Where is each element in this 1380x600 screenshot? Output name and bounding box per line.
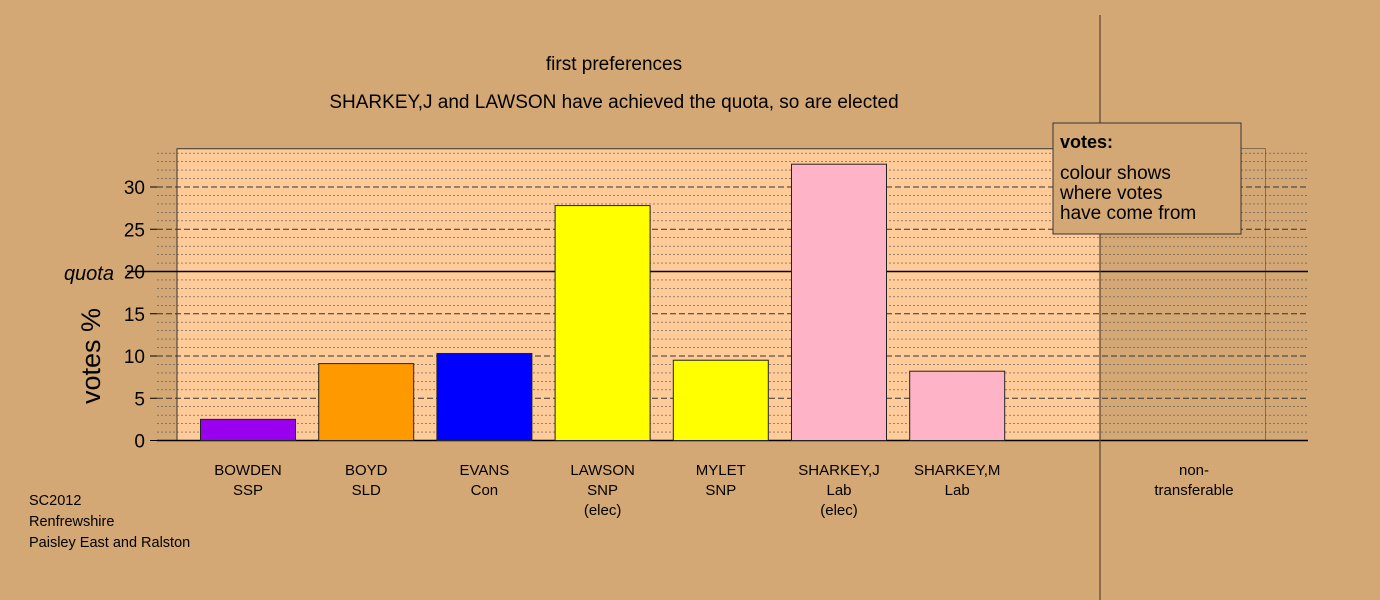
y-tick-label: 10 — [124, 347, 145, 368]
bar — [672, 359, 769, 442]
category-label: BOYD — [345, 462, 388, 479]
nontransferable-label: non- — [1179, 462, 1209, 479]
category-label: SLD — [352, 482, 381, 499]
category-label: EVANS — [460, 462, 510, 479]
category-label: BOWDEN — [214, 462, 282, 479]
y-tick-label: 20 — [124, 263, 145, 284]
y-tick-label: 0 — [134, 432, 145, 453]
y-axis-title: votes % — [76, 308, 106, 404]
footer-line: SC2012 — [29, 493, 82, 509]
category-label: Con — [471, 482, 499, 499]
legend-line: have come from — [1060, 203, 1196, 224]
bar — [554, 205, 651, 441]
category-label: (elec) — [584, 502, 622, 519]
category-label: SSP — [233, 482, 263, 499]
category-label: SNP — [705, 482, 736, 499]
footer-line: Renfrewshire — [29, 514, 115, 530]
chart-subtitle: SHARKEY,J and LAWSON have achieved the q… — [329, 92, 898, 113]
bar — [200, 418, 296, 441]
category-label: SHARKEY,J — [798, 462, 879, 479]
footer-line: Paisley East and Ralston — [29, 535, 191, 551]
nontransferable-label: transferable — [1154, 482, 1233, 499]
quota-label: quota — [64, 263, 114, 285]
chart-title: first preferences — [546, 54, 682, 75]
bar — [318, 363, 415, 442]
y-axis: 0 5 10 15 20 25 30 — [124, 178, 157, 453]
footer-info: SC2012 Renfrewshire Paisley East and Ral… — [29, 491, 190, 554]
y-tick-label: 30 — [124, 178, 145, 199]
category-label: SNP — [587, 482, 618, 499]
y-tick-label: 15 — [124, 305, 145, 326]
bar — [791, 163, 887, 441]
legend-title: votes: — [1060, 132, 1113, 152]
legend-line: where votes — [1059, 183, 1162, 204]
category-label: LAWSON — [570, 462, 634, 479]
y-tick-label: 25 — [124, 220, 145, 241]
bar — [436, 352, 533, 441]
category-labels: BOWDEN SSP BOYD SLD EVANS Con LAWSON SNP (elec) M… — [214, 462, 1000, 519]
category-label: MYLET — [696, 462, 746, 479]
bar — [909, 370, 1006, 441]
legend-box: votes: colour shows where votes have com… — [1052, 122, 1242, 235]
category-label: SHARKEY,M — [914, 462, 1000, 479]
bars — [200, 163, 1006, 442]
legend-line: colour shows — [1060, 163, 1171, 184]
category-label: Lab — [945, 482, 970, 499]
category-label: (elec) — [820, 502, 858, 519]
y-tick-label: 5 — [134, 389, 145, 410]
category-label: Lab — [826, 482, 851, 499]
